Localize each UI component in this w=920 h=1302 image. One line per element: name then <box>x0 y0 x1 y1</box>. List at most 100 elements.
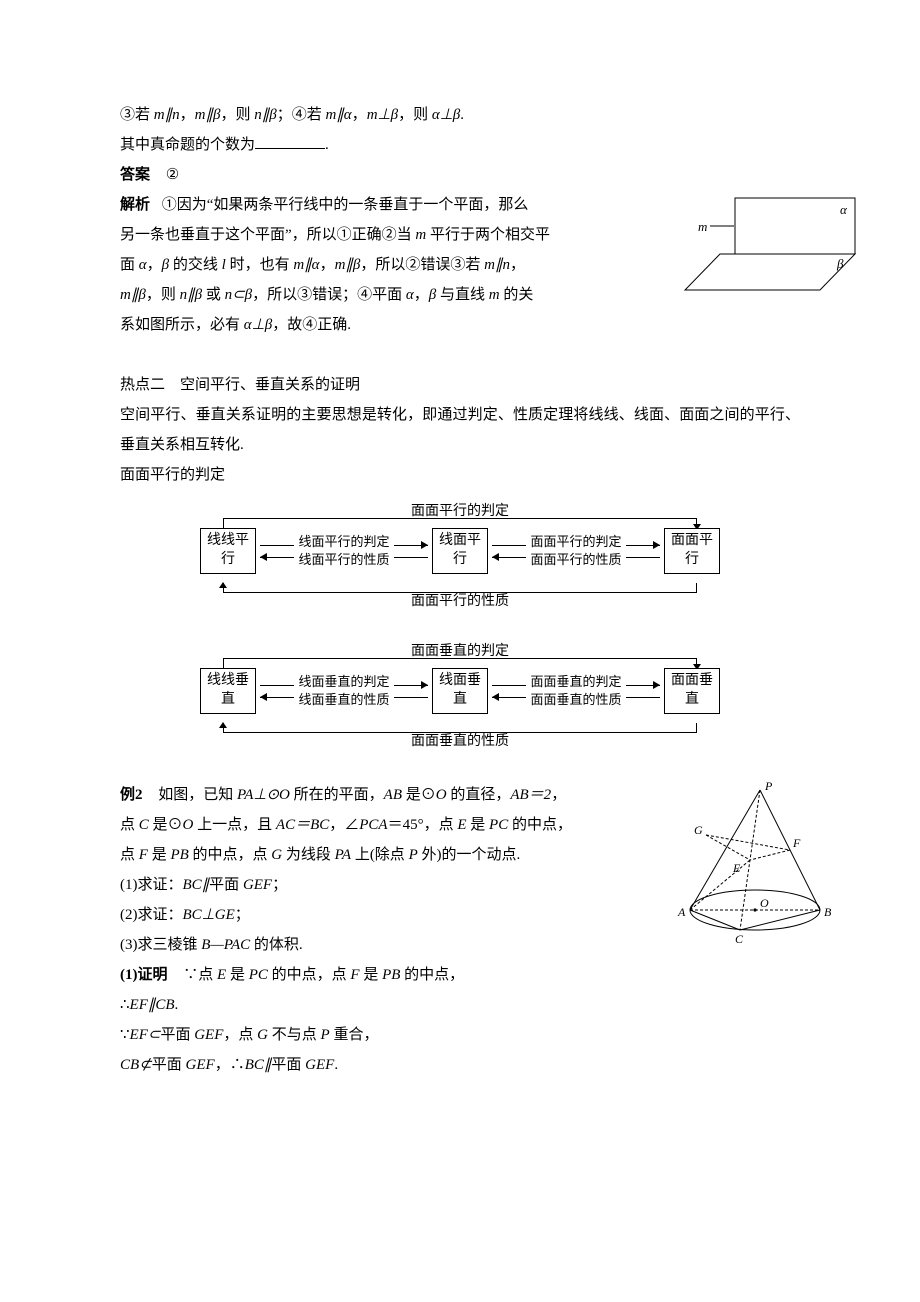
text: 是 <box>226 967 249 983</box>
diagram-mid-1: 线面垂直的判定 线面垂直的性质 <box>256 668 432 714</box>
cone-svg: P A B C O E F G <box>670 780 840 950</box>
mid-label-top: 面面平行的判定 <box>526 533 625 551</box>
math: B—PAC <box>201 937 250 953</box>
math: m∥α <box>325 107 351 123</box>
diagram-row: 线线平行 线面平行的判定 线面平行的性质 线面平行 面面平行的判定 面面平行的性… <box>200 528 720 574</box>
proof-1-line-3: ∵EF⊂平面 GEF，点 G 不与点 P 重合， <box>120 1020 800 1050</box>
text: . <box>325 137 329 153</box>
text: 为线段 <box>282 847 335 863</box>
text: 的中点，点 <box>268 967 351 983</box>
text: 的关 <box>500 287 534 303</box>
text: 时，也有 <box>226 257 294 273</box>
diagram-row: 线线垂直 线面垂直的判定 线面垂直的性质 线面垂直 面面垂直的判定 面面垂直的性… <box>200 668 720 714</box>
O-label: O <box>760 896 769 910</box>
example-label: 例2 <box>120 787 143 803</box>
diagram-top-label: 面面垂直的判定 <box>200 640 720 660</box>
math: AB <box>384 787 402 803</box>
text: 与直线 <box>436 287 489 303</box>
text: 或 <box>202 287 225 303</box>
beta-label: β <box>836 256 844 271</box>
page-root: ③若 m∥n，m∥β，则 n∥β；④若 m∥α，m⊥β，则 α⊥β. 其中真命题… <box>0 0 920 1302</box>
answer-label: 答案 <box>120 167 150 183</box>
math: m∥β <box>120 287 146 303</box>
proof-1-line-2: ∴EF∥CB. <box>120 990 800 1020</box>
problem-line-1: ③若 m∥n，m∥β，则 n∥β；④若 m∥α，m⊥β，则 α⊥β. <box>120 100 800 130</box>
math: E <box>457 817 466 833</box>
math: F <box>350 967 359 983</box>
proof-1-line-1: (1)证明 ∵点 E 是 PC 的中点，点 F 是 PB 的中点， <box>120 960 800 990</box>
text: 是⊙ <box>149 817 183 833</box>
G-label: G <box>694 823 703 837</box>
diagram-top-label: 面面平行的判定 <box>200 500 720 520</box>
text: ； <box>235 907 250 923</box>
mid-label-bot: 面面垂直的性质 <box>526 691 625 709</box>
text: 平面 <box>271 1057 305 1073</box>
math: AC＝BC <box>276 817 329 833</box>
math: GEF <box>194 1027 223 1043</box>
text: ， <box>352 107 367 123</box>
text: ，所以③错误；④平面 <box>252 287 406 303</box>
math: GEF <box>305 1057 334 1073</box>
text: 是 <box>148 847 171 863</box>
math: O <box>436 787 447 803</box>
text: ， <box>147 257 162 273</box>
math: α⊥β <box>244 317 272 333</box>
math: BC∥ <box>245 1057 272 1073</box>
flow-diagram-perpendicular: 面面垂直的判定 线线垂直 线面垂直的判定 线面垂直的性质 线面垂直 面面垂直的判… <box>200 640 720 750</box>
hotspot-subtitle: 面面平行的判定 <box>120 460 800 490</box>
text: ①因为“如果两条平行线中的一条垂直于一个平面，那么 <box>162 197 529 213</box>
m-label: m <box>698 219 707 234</box>
math: EF⊂ <box>130 1027 161 1043</box>
text: 其中真命题的个数为 <box>120 137 255 153</box>
text: ； <box>272 877 287 893</box>
P-label: P <box>764 780 773 793</box>
text: ∵点 <box>183 967 217 983</box>
text: 点 <box>120 847 139 863</box>
plane-svg: α m β <box>670 190 870 310</box>
explanation-label: 解析 <box>120 197 150 213</box>
cone-figure: P A B C O E F G <box>670 780 840 950</box>
math: PA <box>335 847 351 863</box>
text: 重合， <box>330 1027 379 1043</box>
text: ， <box>320 257 335 273</box>
text: 平面 <box>152 1057 186 1073</box>
explanation-block: α m β 解析 ①因为“如果两条平行线中的一条垂直于一个平面，那么 另一条也垂… <box>120 190 800 340</box>
plane-figure: α m β <box>670 190 870 310</box>
text: 如图，已知 <box>158 787 237 803</box>
math: m∥n <box>484 257 510 273</box>
math: PB <box>170 847 188 863</box>
text: . <box>460 107 464 123</box>
text: 外)的一个动点. <box>418 847 521 863</box>
explanation-text: 解析 ①因为“如果两条平行线中的一条垂直于一个平面，那么 另一条也垂直于这个平面… <box>120 190 600 340</box>
example-2-text: 例2 如图，已知 PA⊥⊙O 所在的平面，AB 是⊙O 的直径，AB＝2， 点 … <box>120 780 630 930</box>
text: ， <box>180 107 195 123</box>
text: 平行于两个相交平 <box>426 227 550 243</box>
C-label: C <box>735 932 744 946</box>
text: 的中点， <box>508 817 572 833</box>
math: GEF <box>243 877 272 893</box>
diagram-bottom-label: 面面垂直的性质 <box>200 730 720 750</box>
diagram-box-1: 线线垂直 <box>200 668 256 714</box>
math: EF∥CB <box>130 997 175 1013</box>
math: α <box>139 257 147 273</box>
math: BC⊥GE <box>183 907 235 923</box>
text: . <box>175 997 179 1013</box>
text: 上一点，且 <box>193 817 276 833</box>
diagram-box-3: 面面平行 <box>664 528 720 574</box>
text: 的中点，点 <box>189 847 272 863</box>
mid-label-top: 线面垂直的判定 <box>294 673 393 691</box>
diagram-mid-2: 面面平行的判定 面面平行的性质 <box>488 528 664 574</box>
math: α⊥β <box>432 107 460 123</box>
text: 系如图所示，必有 <box>120 317 244 333</box>
text: 的直径， <box>447 787 511 803</box>
math: PCA <box>359 817 387 833</box>
alpha-label: α <box>840 202 848 217</box>
text: (1)求证： <box>120 877 183 893</box>
proof-label: (1)证明 <box>120 967 168 983</box>
diagram-bottom-label: 面面平行的性质 <box>200 590 720 610</box>
diagram-top-bracket <box>223 518 697 519</box>
text: ，∴ <box>215 1057 245 1073</box>
math: O <box>183 817 194 833</box>
math: n⊂β <box>225 287 253 303</box>
proof-1-line-4: CB⊄平面 GEF，∴BC∥平面 GEF. <box>120 1050 800 1080</box>
